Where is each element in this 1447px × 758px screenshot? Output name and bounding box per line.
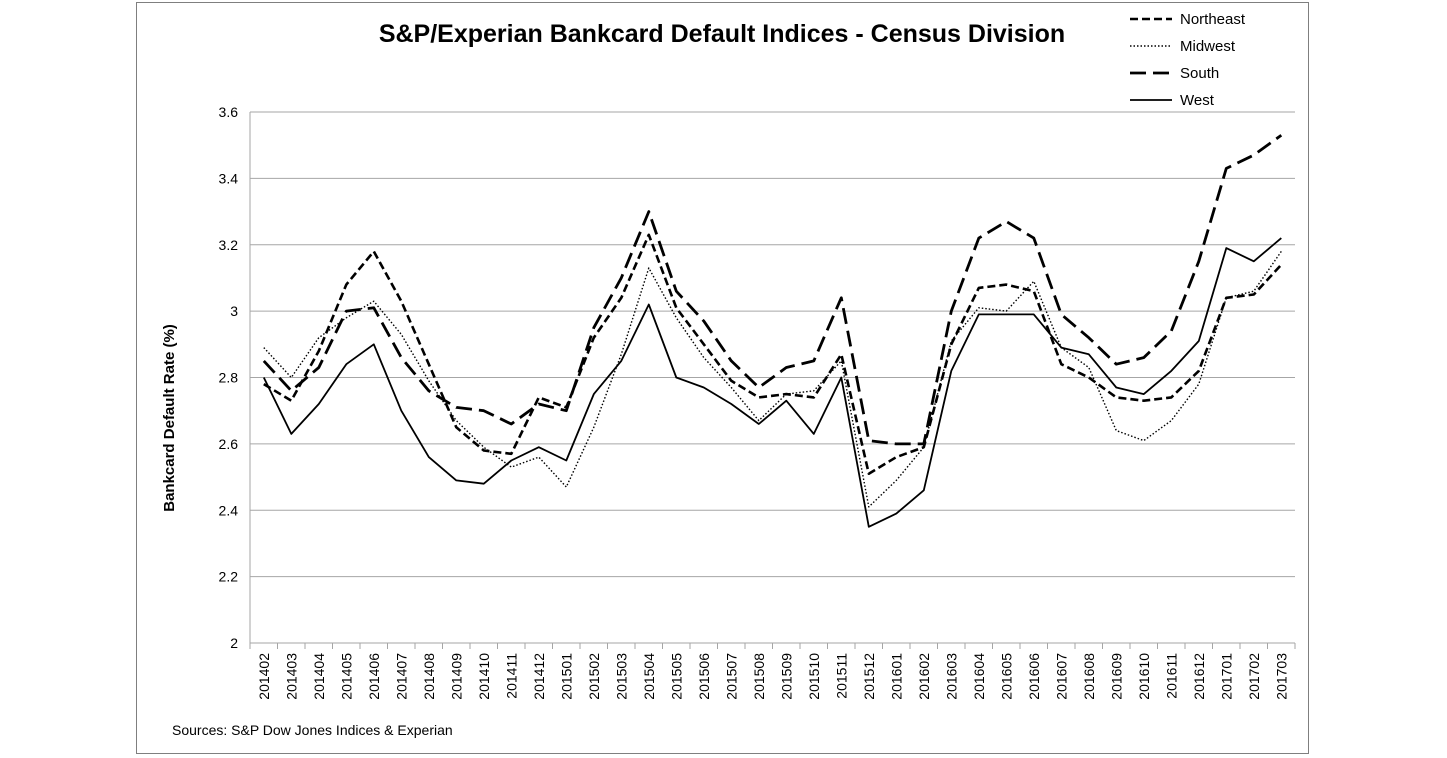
y-tick-label: 3.4 <box>219 170 239 186</box>
x-tick-label: 201411 <box>503 653 519 699</box>
x-tick-label: 201606 <box>1026 653 1042 700</box>
x-tick-label: 201504 <box>641 653 657 700</box>
chart-title: S&P/Experian Bankcard Default Indices - … <box>379 20 1065 48</box>
series-lines <box>262 134 1283 528</box>
x-tick-label: 201612 <box>1191 653 1207 700</box>
x-tick-label: 201603 <box>943 653 959 700</box>
x-tick-label: 201510 <box>806 653 822 700</box>
y-tick-label: 3.6 <box>219 104 239 120</box>
legend: Northeast Midwest South West <box>1130 11 1246 109</box>
x-tick-label: 201508 <box>751 653 767 700</box>
legend-label-midwest: Midwest <box>1180 38 1236 55</box>
x-tick-label: 201607 <box>1053 653 1069 700</box>
x-tick-label: 201702 <box>1246 653 1262 700</box>
x-tick-label: 201701 <box>1218 653 1234 700</box>
x-tick-label: 201502 <box>586 653 602 700</box>
x-tick-label: 201507 <box>723 653 739 700</box>
x-tick-label: 201509 <box>778 653 794 700</box>
y-tick-labels: 2 2.2 2.4 2.6 2.8 3 3.2 3.4 3.6 <box>219 104 239 651</box>
y-tick-label: 2.6 <box>219 436 239 452</box>
legend-label-west: West <box>1180 92 1215 109</box>
x-tick-label: 201408 <box>421 653 437 700</box>
x-tick-label: 201611 <box>1163 653 1179 699</box>
x-tick-label: 201605 <box>998 653 1014 700</box>
y-axis-label: Bankcard Default Rate (%) <box>161 324 178 512</box>
x-tick-label: 201403 <box>283 653 299 700</box>
x-tick-label: 201406 <box>366 653 382 700</box>
x-tick-label: 201402 <box>256 653 272 700</box>
x-tick-label: 201604 <box>971 653 987 700</box>
y-tick-label: 2 <box>230 635 238 651</box>
gridlines <box>249 111 1295 644</box>
x-tick-label: 201409 <box>448 653 464 700</box>
x-tick-label: 201407 <box>393 653 409 700</box>
legend-label-northeast: Northeast <box>1180 11 1246 28</box>
x-tick-label: 201503 <box>613 653 629 700</box>
x-tick-label: 201506 <box>696 653 712 700</box>
x-tick-label: 201601 <box>888 653 904 700</box>
y-tick-label: 2.4 <box>219 502 239 518</box>
y-tick-label: 2.8 <box>219 370 239 386</box>
x-tick-label: 201703 <box>1273 653 1289 700</box>
y-tick-label: 3.2 <box>219 237 239 253</box>
series-line-northeast <box>263 233 1283 476</box>
x-tick-label: 201412 <box>531 653 547 700</box>
x-tick-label: 201501 <box>558 653 574 700</box>
x-tick-label: 201410 <box>476 653 492 700</box>
y-tick-label: 3 <box>230 303 238 319</box>
series-line-west <box>262 237 1282 528</box>
source-note: Sources: S&P Dow Jones Indices & Experia… <box>172 722 453 738</box>
x-tick-label: 201505 <box>668 653 684 700</box>
x-tick-label: 201512 <box>861 653 877 700</box>
y-tick-label: 2.2 <box>219 569 239 585</box>
series-line-south <box>262 134 1283 446</box>
x-tick-label: 201602 <box>916 653 932 700</box>
x-tick-label: 201610 <box>1136 653 1152 700</box>
x-tick-labels: 201402 201403 201404 201405 201406 201407 2014… <box>249 643 1296 700</box>
x-tick-label: 201608 <box>1081 653 1097 700</box>
x-tick-label: 201404 <box>311 653 327 700</box>
x-tick-label: 201405 <box>338 653 354 700</box>
x-tick-label: 201511 <box>833 653 849 699</box>
x-tick-label: 201609 <box>1108 653 1124 700</box>
series-line-midwest <box>263 251 1282 508</box>
legend-label-south: South <box>1180 65 1219 82</box>
